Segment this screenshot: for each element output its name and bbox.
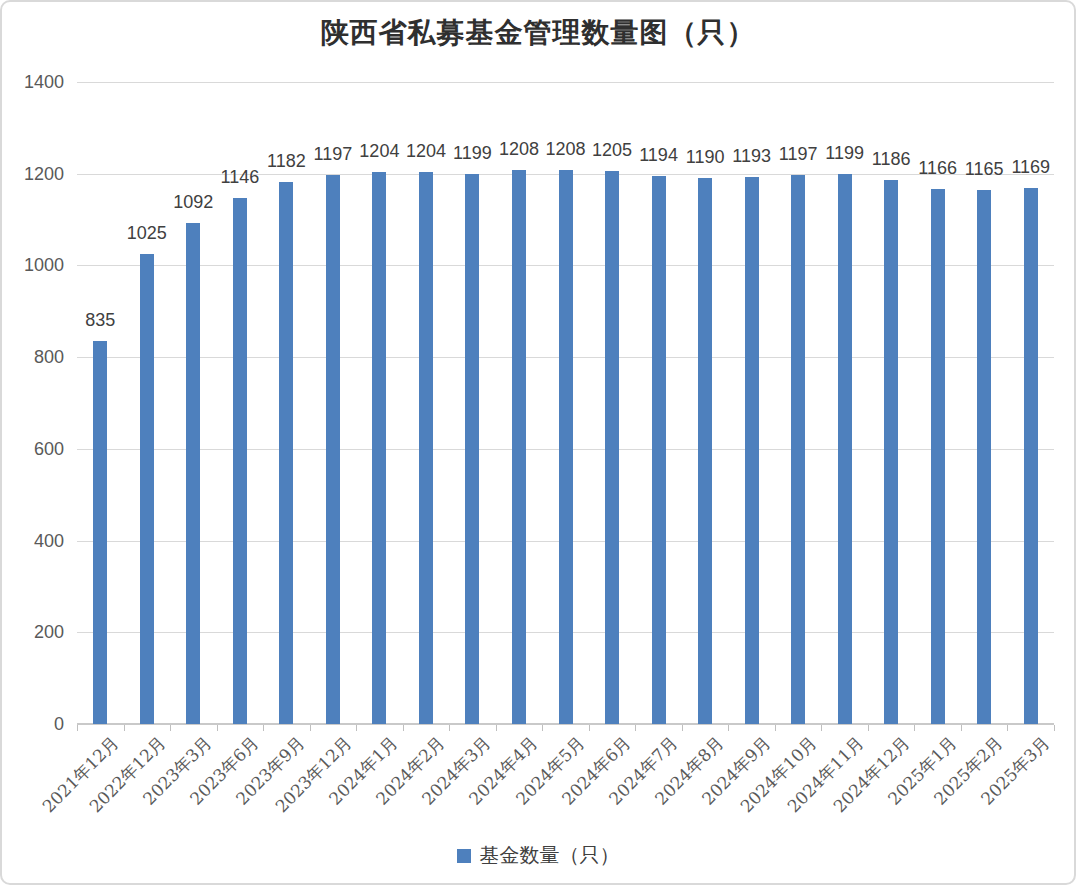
bar xyxy=(559,170,573,724)
bar xyxy=(279,182,293,724)
legend-swatch xyxy=(457,849,471,863)
x-axis-tick-mark xyxy=(170,725,171,731)
x-axis-tick-mark xyxy=(914,725,915,731)
gridline xyxy=(77,82,1054,83)
y-axis-tick-label: 800 xyxy=(2,347,64,367)
x-axis-tick-mark xyxy=(310,725,311,731)
legend: 基金数量（只） xyxy=(2,842,1074,869)
y-axis-tick-label: 200 xyxy=(2,622,64,642)
y-axis-tick-label: 400 xyxy=(2,531,64,551)
x-axis-tick-mark xyxy=(728,725,729,731)
bar-value-label: 835 xyxy=(64,310,136,330)
bar xyxy=(326,175,340,724)
x-axis-tick-mark xyxy=(961,725,962,731)
bar xyxy=(140,254,154,724)
chart-frame: 陕西省私募基金管理数量图（只） 020040060080010001200140… xyxy=(0,0,1076,885)
bar xyxy=(652,176,666,724)
x-axis-tick-mark xyxy=(403,725,404,731)
x-axis-tick-mark xyxy=(635,725,636,731)
bar xyxy=(605,171,619,724)
bar xyxy=(1024,188,1038,724)
bar xyxy=(512,170,526,724)
plot-area: 02004006008001000120014008352021年12月1025… xyxy=(2,2,1074,883)
y-axis-tick-label: 1000 xyxy=(2,255,64,275)
bar xyxy=(419,172,433,724)
bar xyxy=(233,198,247,724)
bar xyxy=(884,180,898,724)
y-axis-tick-label: 1200 xyxy=(2,164,64,184)
x-axis-tick-mark xyxy=(589,725,590,731)
bar xyxy=(698,178,712,724)
x-axis-tick-mark xyxy=(496,725,497,731)
bar-value-label: 1025 xyxy=(111,223,183,243)
y-axis-tick-label: 0 xyxy=(2,714,64,734)
x-axis-tick-mark xyxy=(542,725,543,731)
y-axis-tick-label: 1400 xyxy=(2,72,64,92)
bar xyxy=(931,189,945,724)
bar xyxy=(93,341,107,724)
x-axis-tick-mark xyxy=(821,725,822,731)
bar xyxy=(745,177,759,724)
x-axis-tick-mark xyxy=(217,725,218,731)
x-axis-tick-mark xyxy=(263,725,264,731)
bar-value-label: 1092 xyxy=(157,192,229,212)
x-axis-tick-mark xyxy=(449,725,450,731)
x-axis-tick-mark xyxy=(1054,725,1055,731)
bar xyxy=(372,172,386,724)
x-axis-tick-mark xyxy=(682,725,683,731)
bar xyxy=(465,174,479,724)
bar xyxy=(186,223,200,724)
bar xyxy=(838,174,852,724)
x-axis-tick-mark xyxy=(868,725,869,731)
legend-label: 基金数量（只） xyxy=(480,842,620,869)
x-axis-tick-mark xyxy=(124,725,125,731)
x-axis-tick-mark xyxy=(77,725,78,731)
bar xyxy=(791,175,805,724)
x-axis-tick-mark xyxy=(1007,725,1008,731)
x-axis-tick-mark xyxy=(356,725,357,731)
y-axis-tick-label: 600 xyxy=(2,439,64,459)
bar xyxy=(977,190,991,724)
x-axis-tick-mark xyxy=(775,725,776,731)
bar-value-label: 1169 xyxy=(995,157,1067,177)
